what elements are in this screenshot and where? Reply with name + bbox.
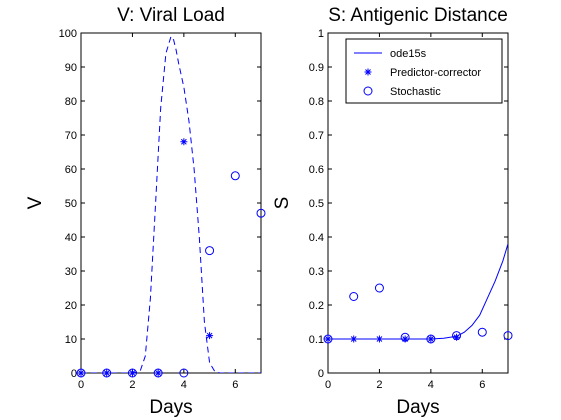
data-point-star (103, 369, 111, 377)
chart-title: S: Antigenic Distance (328, 5, 508, 26)
y-tick-label: 100 (59, 28, 77, 40)
series-circle-marker (76, 171, 266, 378)
y-tick-label: 0.7 (309, 130, 324, 142)
y-tick-label: 0.2 (309, 300, 324, 312)
x-tick-label: 6 (479, 379, 485, 391)
y-tick-label: 0.3 (309, 266, 324, 278)
data-point-circle (426, 334, 436, 344)
data-point-star (427, 335, 435, 343)
y-tick-label: 60 (65, 164, 77, 176)
y-tick-label: 0.6 (309, 164, 324, 176)
legend-circle-swatch (363, 86, 373, 96)
series-stochastic (323, 283, 513, 344)
data-point-star (77, 369, 85, 377)
y-tick-label: 0 (71, 368, 77, 380)
y-tick-label: 0.4 (309, 232, 324, 244)
x-tick-label: 2 (376, 379, 382, 391)
y-tick-label: 1 (318, 28, 324, 40)
series-predictor-corrector (324, 333, 461, 343)
data-point-star (180, 138, 188, 146)
x-tick-label: 2 (129, 379, 135, 391)
series-ode15s (328, 243, 508, 340)
y-tick-label: 50 (65, 198, 77, 210)
data-point-circle (400, 332, 410, 342)
data-point-circle (374, 283, 384, 293)
legend-label: Predictor-corrector (390, 67, 481, 79)
data-point-star (453, 333, 461, 341)
data-point-circle (452, 331, 462, 341)
data-point-circle (153, 368, 163, 378)
y-tick-label: 30 (65, 266, 77, 278)
series-line (81, 35, 261, 373)
legend-star-swatch (364, 68, 372, 76)
series-star-marker (77, 138, 214, 377)
y-tick-label: 80 (65, 96, 77, 108)
y-axis-label: V (25, 196, 46, 209)
data-point-circle (127, 368, 137, 378)
y-tick-label: 0.9 (309, 62, 324, 74)
series-dashed-line (81, 35, 261, 373)
x-tick-label: 0 (325, 379, 331, 391)
data-point-circle (503, 331, 513, 341)
data-point-circle (230, 171, 240, 181)
series-line (328, 243, 508, 340)
data-point-circle (477, 327, 487, 337)
axes-box (80, 32, 262, 374)
data-point-star (350, 335, 358, 343)
data-point-star (206, 332, 214, 340)
data-point-circle (179, 368, 189, 378)
y-tick-label: 20 (65, 300, 77, 312)
data-point-star (375, 335, 383, 343)
data-point-circle (349, 292, 359, 301)
y-tick-label: 70 (65, 130, 77, 142)
data-point-star (324, 335, 332, 343)
data-point-circle (76, 368, 86, 378)
y-tick-label: 90 (65, 62, 77, 74)
y-axis-label: S (272, 197, 293, 210)
data-point-circle (256, 208, 266, 218)
data-point-circle (323, 334, 333, 344)
chart-2: 0 0.1 0.2 0.3 0.4 0.5 0.6 0.7 0.8 0.9 1 0 2 4 6 S: Anti… (272, 5, 513, 418)
y-tick-label: 0.1 (309, 334, 324, 346)
x-tick-label: 0 (78, 379, 84, 391)
data-point-star (154, 369, 162, 377)
data-point-circle (205, 246, 215, 256)
y-tick-label: 0 (318, 368, 324, 380)
x-tick-label: 6 (232, 379, 238, 391)
x-axis-label: Days (396, 397, 439, 418)
chart-1: 0 10 20 30 40 50 60 70 80 90 100 0 2 4 6 V: Viral Load D… (25, 5, 266, 418)
y-tick-label: 0.5 (309, 198, 324, 210)
chart-title: V: Viral Load (117, 5, 225, 26)
legend-label: Stochastic (390, 86, 441, 98)
legend: ode15s Predictor-corrector Stochastic (345, 38, 503, 104)
y-tick-label: 40 (65, 232, 77, 244)
y-tick-label: 10 (65, 334, 77, 346)
x-tick-label: 4 (181, 379, 187, 391)
y-tick-label: 0.8 (309, 96, 324, 108)
legend-label: ode15s (390, 48, 427, 60)
data-point-circle (102, 368, 112, 378)
data-point-star (401, 335, 409, 343)
x-axis-label: Days (149, 397, 192, 418)
x-tick-label: 4 (428, 379, 434, 391)
data-point-star (128, 369, 136, 377)
